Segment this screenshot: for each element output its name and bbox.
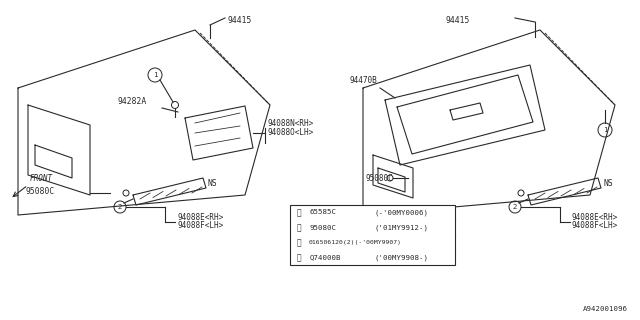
Text: 1: 1	[153, 72, 157, 78]
Text: 95080C: 95080C	[310, 225, 337, 230]
Text: Q74000B: Q74000B	[310, 254, 342, 260]
Text: 94088N<RH>: 94088N<RH>	[267, 119, 313, 128]
Text: 2: 2	[513, 204, 517, 210]
Text: (-'00MY0006): (-'00MY0006)	[375, 209, 429, 216]
Text: NS: NS	[208, 179, 218, 188]
Text: FRONT: FRONT	[30, 174, 53, 183]
Text: ①: ①	[296, 223, 301, 232]
Text: 94282A: 94282A	[118, 97, 147, 106]
Text: 94415: 94415	[227, 16, 252, 25]
Text: 94088F<LH>: 94088F<LH>	[572, 221, 618, 230]
Text: 94415: 94415	[445, 16, 469, 25]
Text: 1: 1	[603, 127, 607, 133]
Text: 65585C: 65585C	[310, 210, 337, 215]
Text: 94088E<RH>: 94088E<RH>	[572, 212, 618, 221]
Text: Ⓑ: Ⓑ	[296, 238, 301, 247]
Text: 016506120(2)(-'00MY9907): 016506120(2)(-'00MY9907)	[309, 240, 402, 245]
Text: 95080C: 95080C	[365, 174, 393, 183]
Text: A942001096: A942001096	[583, 306, 628, 312]
Text: ('01MY9912-): ('01MY9912-)	[375, 224, 429, 231]
Text: ①: ①	[296, 208, 301, 217]
Text: 94088O<LH>: 94088O<LH>	[267, 128, 313, 137]
Text: 95080C: 95080C	[26, 187, 55, 196]
Text: 2: 2	[118, 204, 122, 210]
Text: NS: NS	[603, 179, 612, 188]
Bar	[290, 205, 455, 265]
Text: ②: ②	[296, 253, 301, 262]
Text: 94088E<RH>: 94088E<RH>	[177, 212, 223, 221]
Text: ('00MY9908-): ('00MY9908-)	[375, 254, 429, 261]
Text: 94470B: 94470B	[350, 76, 378, 85]
Text: 94088F<LH>: 94088F<LH>	[177, 221, 223, 230]
